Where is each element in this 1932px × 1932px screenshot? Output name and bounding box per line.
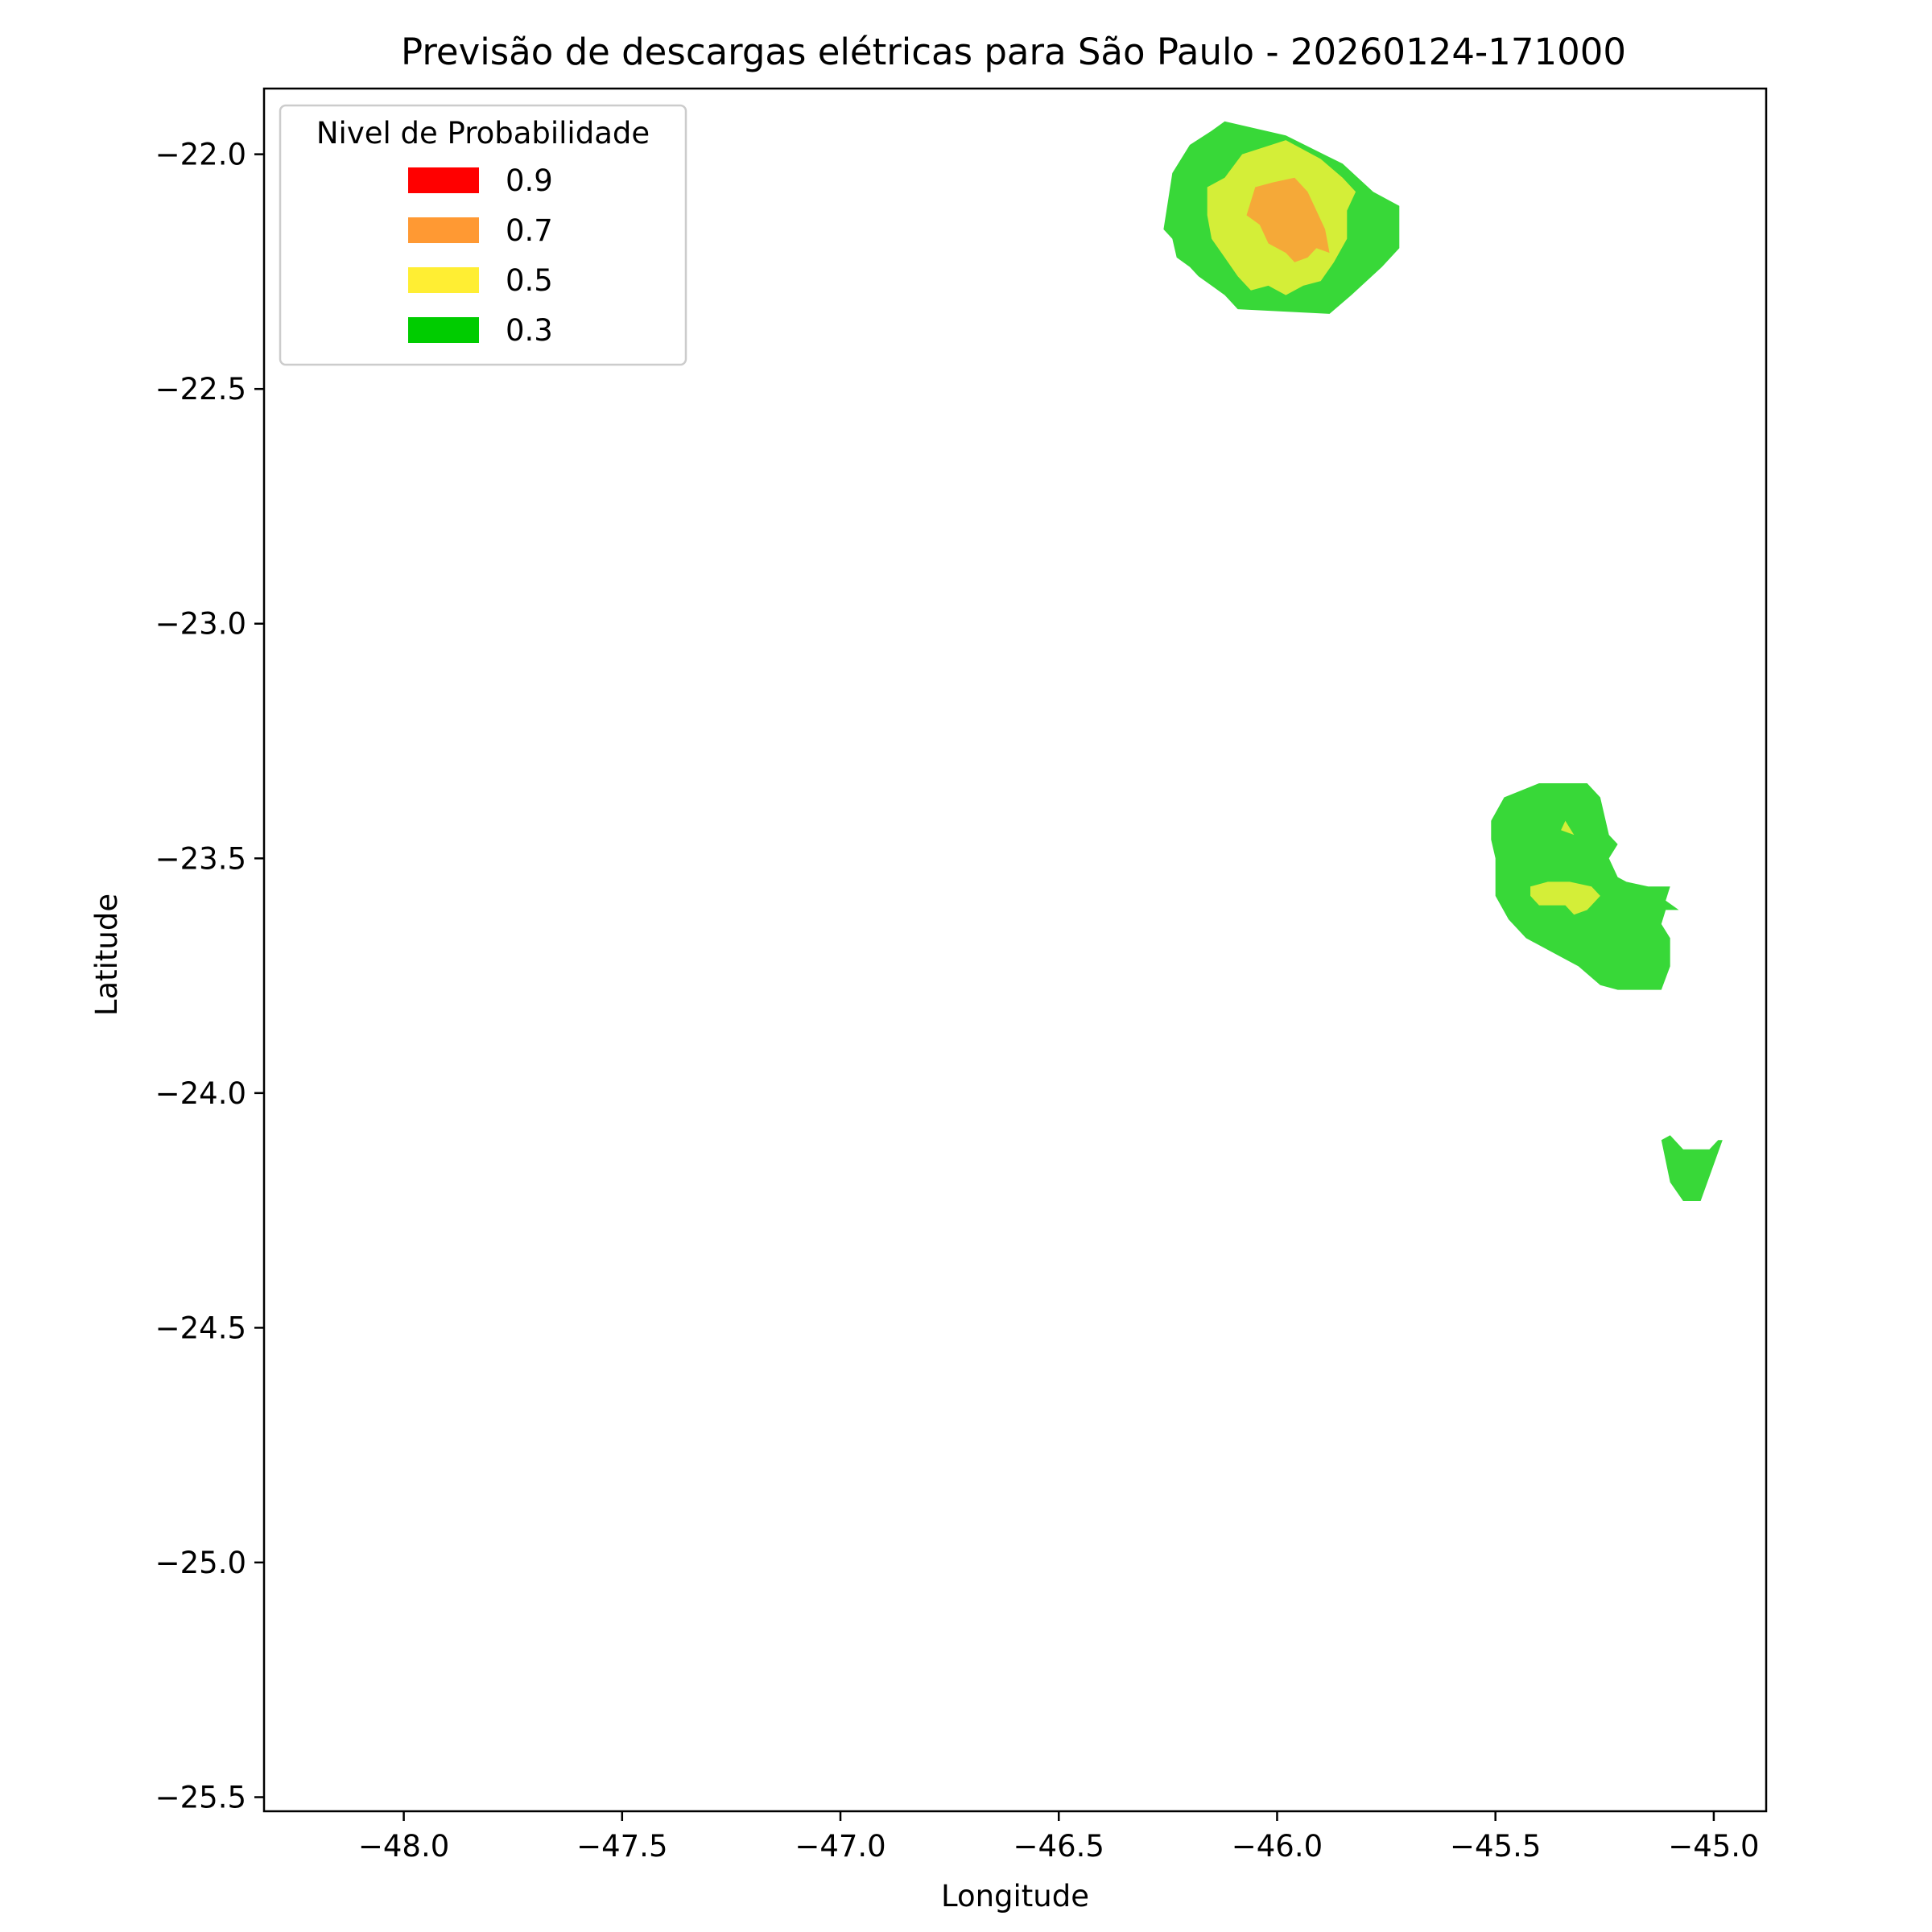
contour-region-3-level-0-7 bbox=[1246, 177, 1330, 262]
legend-title: Nivel de Probabilidade bbox=[316, 116, 650, 151]
legend: Nivel de Probabilidade 0.9 0.7 0.5 0.3 bbox=[279, 104, 687, 366]
y-tick-label-3: −23.0 bbox=[155, 607, 246, 642]
x-axis: −48.0 −47.5 −47.0 −46.5 −46.0 −45.5 −45.0 bbox=[358, 1811, 1760, 1864]
legend-swatch-2 bbox=[408, 217, 479, 243]
plot-area bbox=[264, 89, 1766, 1811]
chart-title: Previsão de descargas elétricas para São… bbox=[401, 31, 1626, 73]
x-tick-label-3: −47.0 bbox=[795, 1829, 886, 1864]
legend-label-3: 0.5 bbox=[506, 263, 553, 298]
y-tick-label-2: −22.5 bbox=[155, 372, 246, 407]
contour-region-7-level-0-3 bbox=[1661, 1135, 1723, 1201]
y-axis: −22.0 −22.5 −23.0 −23.5 −24.0 −24.5 −25.0 −25.5 bbox=[155, 138, 264, 1815]
y-tick-label-8: −25.5 bbox=[155, 1781, 246, 1815]
y-tick-label-4: −23.5 bbox=[155, 841, 246, 876]
legend-swatch-1 bbox=[408, 167, 479, 193]
x-tick-label-5: −46.0 bbox=[1232, 1829, 1323, 1864]
y-tick-label-5: −24.0 bbox=[155, 1076, 246, 1111]
legend-swatch-3 bbox=[408, 267, 479, 293]
contour-regions bbox=[1163, 121, 1723, 1201]
y-tick-label-6: −24.5 bbox=[155, 1311, 246, 1345]
y-tick-label-7: −25.0 bbox=[155, 1546, 246, 1580]
legend-box bbox=[279, 104, 687, 366]
x-axis-label: Longitude bbox=[941, 1879, 1089, 1913]
y-tick-label-1: −22.0 bbox=[155, 138, 246, 172]
contour-region-5-level-0-5 bbox=[1530, 881, 1600, 915]
legend-label-1: 0.9 bbox=[506, 163, 553, 198]
contour-region-6-level-0-5 bbox=[1561, 820, 1575, 836]
x-tick-label-7: −45.0 bbox=[1668, 1829, 1759, 1864]
legend-label-4: 0.3 bbox=[506, 313, 553, 348]
legend-label-2: 0.7 bbox=[506, 213, 553, 248]
legend-entries: 0.9 0.7 0.5 0.3 bbox=[408, 163, 553, 348]
x-tick-label-6: −45.5 bbox=[1450, 1829, 1541, 1864]
plot-frame bbox=[262, 87, 1768, 1813]
x-tick-label-4: −46.5 bbox=[1013, 1829, 1104, 1864]
x-tick-label-1: −48.0 bbox=[358, 1829, 449, 1864]
x-tick-label-2: −47.5 bbox=[576, 1829, 667, 1864]
y-axis-label: Latitude bbox=[89, 894, 124, 1016]
legend-swatch-4 bbox=[408, 317, 479, 343]
